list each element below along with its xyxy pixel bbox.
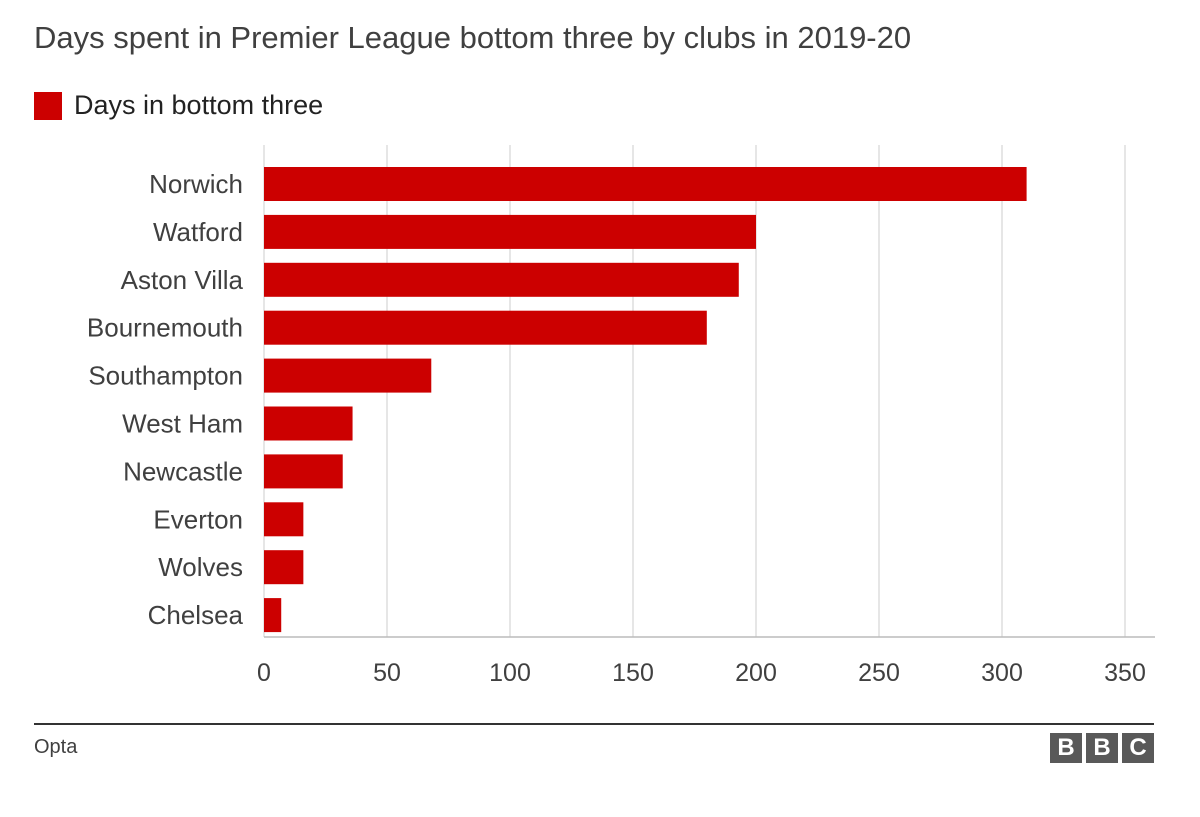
bar-bournemouth xyxy=(264,310,707,345)
category-label: Aston Villa xyxy=(121,265,244,295)
bar-norwich xyxy=(264,167,1027,201)
category-label: Chelsea xyxy=(148,600,244,630)
bar-southampton xyxy=(264,358,432,393)
bbc-logo: B B C xyxy=(1050,733,1154,763)
bar-west-ham xyxy=(264,406,353,441)
category-label: Newcastle xyxy=(123,456,243,486)
bar-aston-villa xyxy=(264,262,739,297)
bar-everton xyxy=(264,502,304,537)
legend-swatch xyxy=(34,91,62,120)
bar-newcastle xyxy=(264,454,343,489)
bbc-logo-block: C xyxy=(1122,733,1154,763)
category-label: Wolves xyxy=(158,552,243,582)
x-tick-label: 200 xyxy=(735,659,777,687)
x-tick-label: 250 xyxy=(858,659,900,687)
category-label: West Ham xyxy=(122,409,243,439)
category-label: Southampton xyxy=(88,361,243,391)
x-tick-label: 300 xyxy=(981,659,1023,687)
x-tick-label: 150 xyxy=(612,659,654,687)
bars xyxy=(264,167,1027,633)
bar-wolves xyxy=(264,550,304,585)
bbc-logo-block: B xyxy=(1086,733,1118,763)
footer-divider xyxy=(34,723,1154,725)
x-tick-label: 50 xyxy=(373,659,401,687)
category-label: Norwich xyxy=(149,169,243,199)
category-label: Everton xyxy=(153,504,243,534)
bar-watford xyxy=(264,214,756,249)
legend: Days in bottom three xyxy=(34,90,323,121)
x-tick-label: 350 xyxy=(1104,659,1146,687)
category-labels: Norwich Watford Aston Villa Bournemouth Sout… xyxy=(87,169,244,630)
category-label: Watford xyxy=(153,217,243,247)
bar-chelsea xyxy=(264,598,282,633)
x-tick-label: 0 xyxy=(257,659,271,687)
x-tick-label: 100 xyxy=(489,659,531,687)
chart-title: Days spent in Premier League bottom thre… xyxy=(34,20,912,55)
bbc-logo-block: B xyxy=(1050,733,1082,763)
x-tick-labels: 0 50 100 150 200 250 300 350 xyxy=(257,659,1146,687)
category-label: Bournemouth xyxy=(87,313,243,343)
source-label: Opta xyxy=(34,736,78,758)
legend-label: Days in bottom three xyxy=(74,90,324,120)
